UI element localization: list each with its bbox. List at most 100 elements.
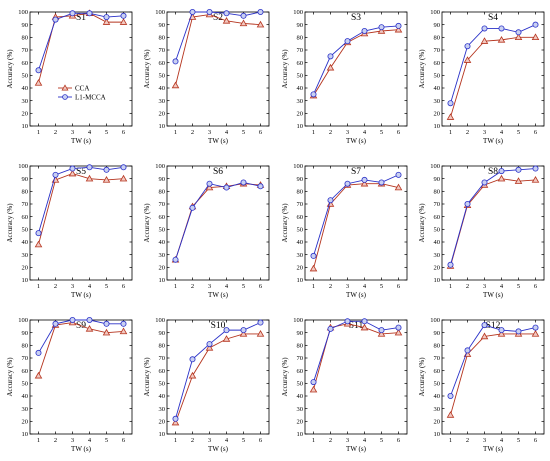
data-point-l1-mcca	[327, 197, 334, 204]
data-point-cca	[222, 16, 231, 24]
data-point-l1-mcca	[52, 16, 59, 23]
y-tick-label: 100	[155, 163, 165, 170]
data-point-cca	[497, 174, 506, 182]
y-tick-label: 60	[434, 368, 441, 375]
x-tick-label: 6	[259, 129, 263, 136]
y-tick-label: 90	[159, 330, 166, 337]
data-point-cca	[394, 183, 403, 191]
data-point-l1-mcca	[464, 200, 471, 207]
x-tick-label: 5	[517, 129, 520, 136]
series-line-cca	[313, 323, 399, 390]
y-tick-label: 100	[293, 317, 303, 324]
y-tick-label: 80	[22, 35, 29, 42]
y-axis-label: Accuracy (%)	[143, 49, 151, 89]
x-tick-label: 3	[483, 437, 486, 444]
x-tick-label: 2	[54, 283, 57, 290]
data-point-l1-mcca	[240, 179, 247, 186]
data-point-cca	[309, 264, 318, 272]
data-point-l1-mcca	[240, 12, 247, 19]
y-tick-label: 10	[297, 431, 304, 438]
panel-title: S6	[213, 167, 223, 177]
panel-title: S4	[488, 13, 498, 23]
y-tick-label: 40	[434, 393, 441, 400]
y-tick-label: 30	[159, 252, 166, 259]
panel-title: S10	[211, 321, 226, 331]
panel-s1: S1 10 20 30 40 50 60 70 80 90 100 1 2 3 4 5 6 TW (s) Accur…	[6, 9, 133, 145]
y-tick-label: 100	[18, 163, 28, 170]
y-tick-label: 60	[159, 214, 166, 221]
x-tick-label: 1	[449, 437, 452, 444]
data-point-l1-mcca	[395, 324, 402, 331]
y-tick-label: 80	[434, 343, 441, 350]
x-tick-label: 3	[346, 283, 349, 290]
y-tick-label: 90	[434, 176, 441, 183]
x-tick-label: 5	[105, 437, 108, 444]
series-line-cca	[450, 36, 536, 118]
series-line-l1-mcca	[313, 25, 399, 95]
y-tick-label: 20	[159, 419, 166, 426]
x-tick-label: 3	[346, 437, 349, 444]
y-tick-label: 10	[159, 431, 166, 438]
y-tick-label: 30	[22, 252, 29, 259]
y-tick-label: 50	[22, 381, 29, 388]
data-point-l1-mcca	[257, 319, 264, 326]
series-line-cca	[175, 333, 261, 423]
data-point-l1-mcca	[395, 171, 402, 178]
data-point-l1-mcca	[52, 171, 59, 178]
y-tick-label: 50	[297, 73, 304, 80]
y-tick-label: 20	[434, 265, 441, 272]
y-tick-label: 90	[434, 330, 441, 337]
y-tick-label: 10	[22, 277, 29, 284]
data-point-cca	[480, 37, 489, 44]
y-tick-label: 50	[297, 381, 304, 388]
data-point-cca	[102, 176, 111, 183]
x-axis-label: TW (s)	[346, 137, 367, 145]
data-point-l1-mcca	[120, 320, 127, 327]
data-point-l1-mcca	[515, 166, 522, 173]
x-tick-label: 6	[397, 283, 401, 290]
panel-s5: S5 10 20 30 40 50 60 70 80 90 100 1 2 3 4 5 6 TW (s) Accur…	[6, 163, 133, 299]
y-tick-label: 10	[434, 431, 441, 438]
y-tick-label: 80	[159, 343, 166, 350]
y-tick-label: 90	[297, 22, 304, 29]
data-point-l1-mcca	[361, 176, 368, 183]
legend-marker-cca	[61, 84, 69, 91]
y-tick-label: 40	[159, 239, 166, 246]
x-tick-label: 3	[71, 283, 74, 290]
data-point-l1-mcca	[481, 179, 488, 186]
legend-label-l1-mcca: L1-MCCA	[75, 93, 106, 101]
panel-title: S8	[488, 167, 498, 177]
y-tick-label: 70	[297, 47, 304, 54]
data-point-l1-mcca	[378, 179, 385, 186]
y-tick-label: 50	[22, 73, 29, 80]
plot-frame	[29, 11, 133, 127]
data-point-cca	[34, 240, 43, 248]
plot-frame	[29, 319, 133, 435]
y-tick-label: 20	[22, 419, 29, 426]
panel-title: S1	[76, 13, 86, 23]
data-point-l1-mcca	[206, 8, 213, 15]
x-tick-label: 2	[329, 437, 332, 444]
data-point-cca	[480, 332, 489, 340]
data-point-cca	[497, 330, 506, 337]
panel-title: S12	[486, 321, 501, 331]
data-point-l1-mcca	[86, 316, 93, 323]
data-point-cca	[394, 25, 403, 33]
x-tick-label: 5	[242, 283, 245, 290]
x-tick-label: 1	[37, 283, 40, 290]
y-tick-label: 10	[159, 123, 166, 130]
x-tick-label: 3	[71, 437, 74, 444]
data-point-cca	[531, 33, 540, 41]
x-tick-label: 2	[191, 283, 194, 290]
y-tick-label: 80	[159, 35, 166, 42]
y-tick-label: 100	[18, 317, 28, 324]
plot-frame	[304, 319, 408, 435]
data-point-l1-mcca	[532, 165, 539, 172]
y-tick-label: 100	[430, 163, 440, 170]
x-tick-label: 5	[517, 283, 520, 290]
data-point-l1-mcca	[172, 256, 179, 263]
panel-title: S3	[351, 13, 361, 23]
data-point-cca	[119, 327, 128, 335]
y-tick-label: 90	[22, 22, 29, 29]
